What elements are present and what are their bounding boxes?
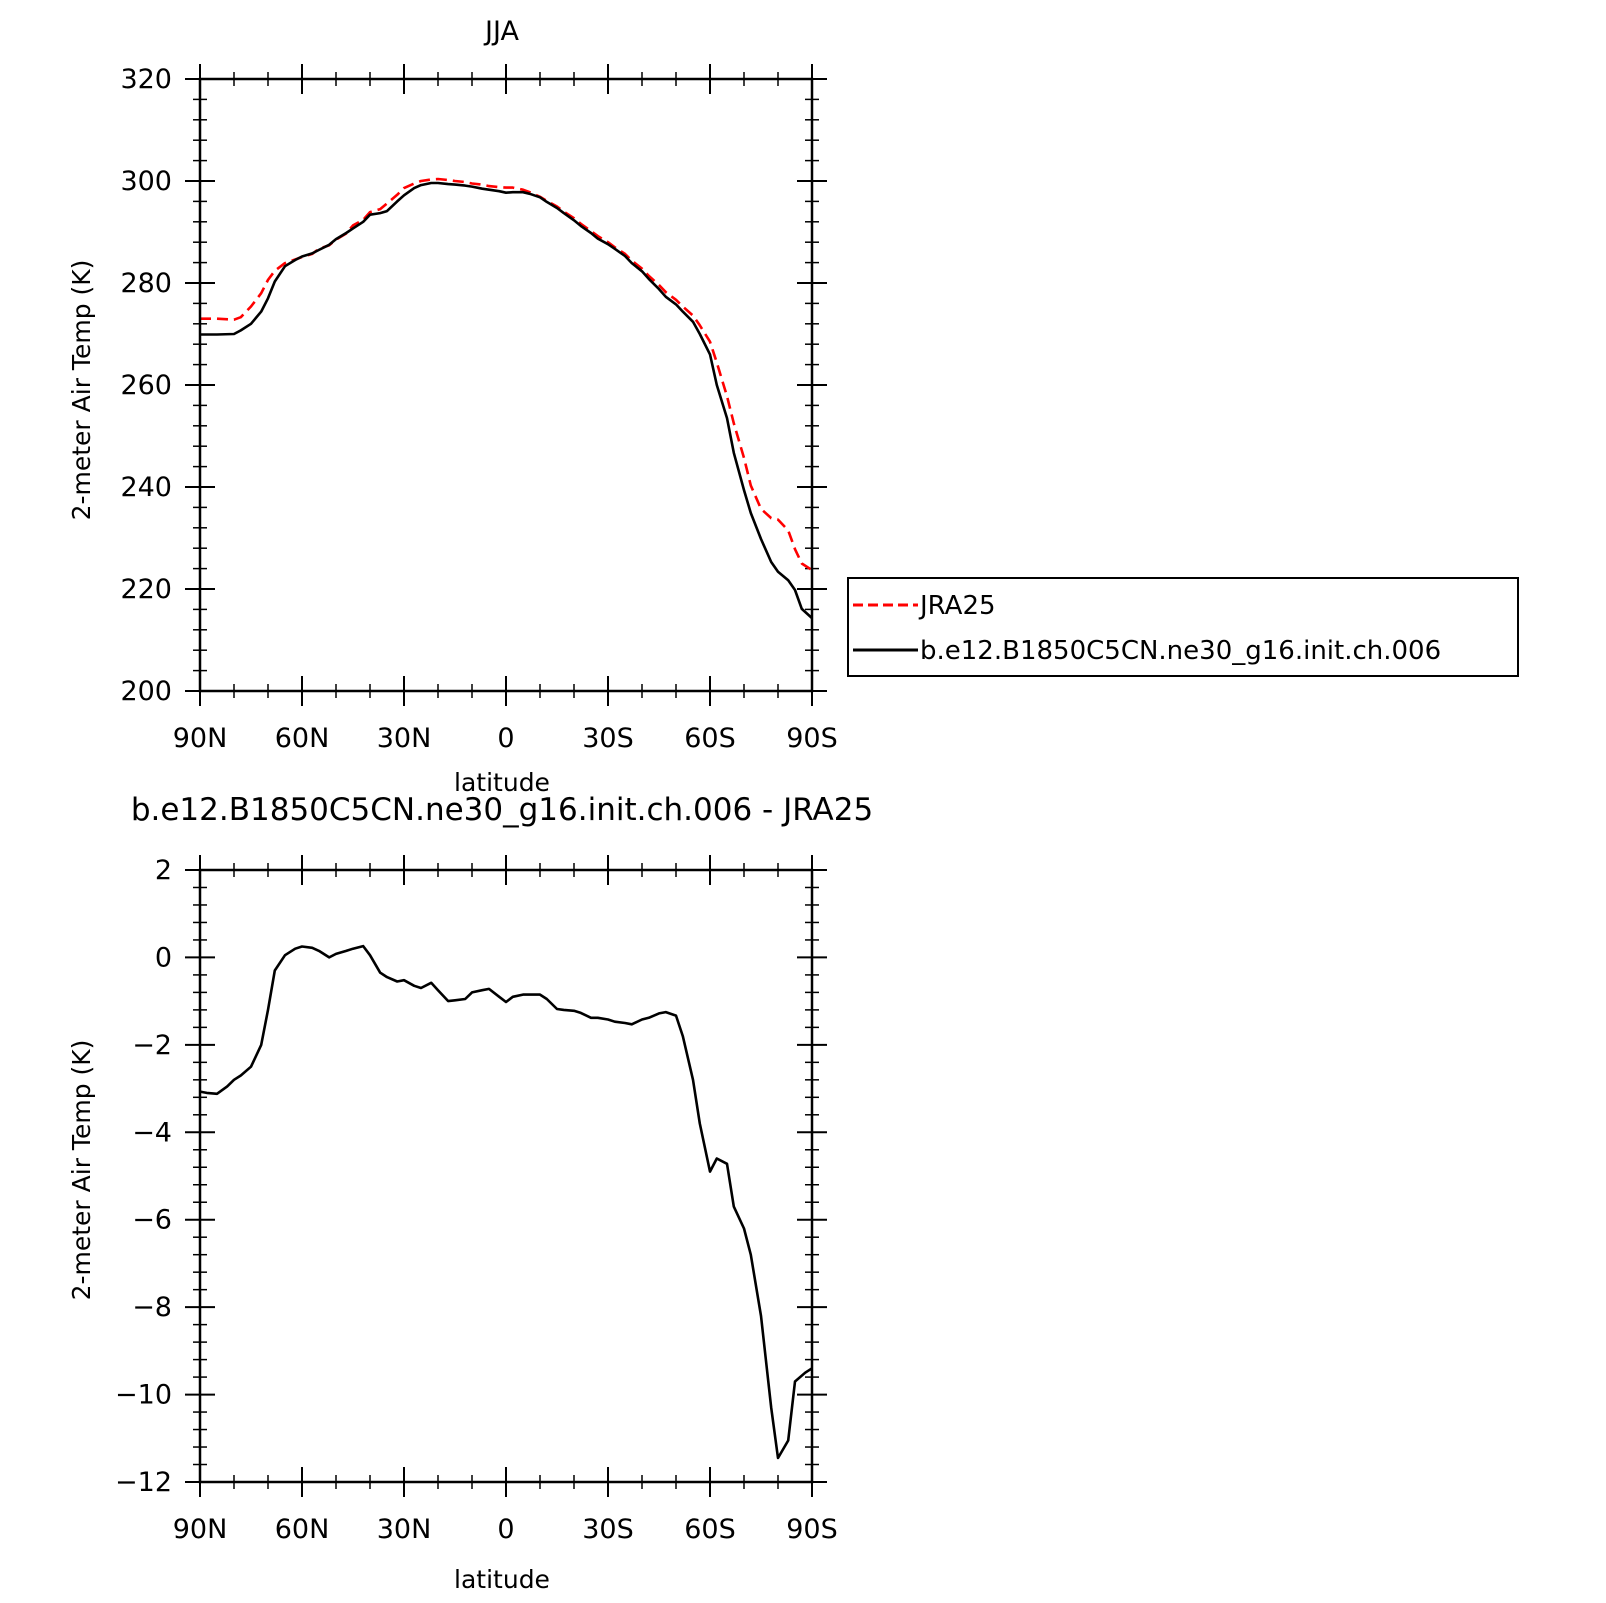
axis-ticks: [185, 64, 827, 706]
y-tick-label: 2: [155, 855, 172, 886]
x-axis-label: latitude: [454, 1565, 550, 1594]
x-tick-labels: 90N 60N 30N 0 30S 60S 90S: [173, 1514, 838, 1545]
y-tick-label: −6: [132, 1205, 172, 1236]
y-tick-label: 280: [120, 268, 172, 299]
y-axis-label: 2-meter Air Temp (K): [67, 260, 96, 521]
y-tick-label: 300: [120, 166, 172, 197]
y-tick-labels: 200 220 240 260 280 300 320: [120, 64, 172, 707]
x-tick-label: 30N: [377, 1514, 432, 1545]
series-lines: [199, 944, 813, 1460]
y-tick-label: −4: [132, 1117, 172, 1148]
x-tick-labels: 90N 60N 30N 0 30S 60S 90S: [173, 723, 838, 754]
x-tick-label: 0: [497, 723, 514, 754]
series-line-0: [200, 177, 813, 572]
y-tick-label: 200: [120, 676, 172, 707]
x-tick-label: 60S: [684, 723, 736, 754]
x-tick-label: 30S: [582, 1514, 634, 1545]
chart-title: b.e12.B1850C5CN.ne30_g16.init.ch.006 - J…: [131, 792, 873, 828]
plot-frame: [198, 868, 814, 1484]
axis-ticks: [185, 855, 827, 1497]
x-tick-label: 30N: [377, 723, 432, 754]
x-tick-label: 30S: [582, 723, 634, 754]
y-tick-label: 240: [120, 472, 172, 503]
legend-label-jra25: JRA25: [918, 591, 996, 621]
chart-title: JJA: [483, 16, 519, 47]
x-tick-label: 90N: [173, 1514, 228, 1545]
x-tick-label: 90S: [786, 723, 838, 754]
series-lines: [200, 177, 813, 620]
y-tick-label: 320: [120, 64, 172, 95]
legend-label-model: b.e12.B1850C5CN.ne30_g16.init.ch.006: [920, 636, 1441, 666]
plot-frame: [198, 77, 814, 693]
y-tick-label: 0: [155, 942, 172, 973]
bottom-chart: b.e12.B1850C5CN.ne30_g16.init.ch.006 - J…: [67, 792, 873, 1594]
x-tick-label: 60N: [275, 723, 330, 754]
y-tick-label: 260: [120, 370, 172, 401]
y-tick-label: −12: [115, 1467, 172, 1498]
y-tick-labels: −12 −10 −8 −6 −4 −2 0 2: [115, 855, 172, 1498]
x-axis-label: latitude: [454, 768, 550, 797]
x-tick-label: 0: [497, 1514, 514, 1545]
y-tick-label: 220: [120, 574, 172, 605]
y-tick-label: −10: [115, 1380, 172, 1411]
x-tick-label: 90S: [786, 1514, 838, 1545]
y-axis-label: 2-meter Air Temp (K): [67, 1040, 96, 1301]
series-line-1: [200, 181, 813, 620]
legend: JRA25 b.e12.B1850C5CN.ne30_g16.init.ch.0…: [847, 577, 1519, 677]
x-tick-label: 90N: [173, 723, 228, 754]
y-tick-label: −2: [132, 1030, 172, 1061]
top-chart: JJA 200 220 240 260 280 300 320 90N 60N 30N 0 30S 6…: [67, 16, 1519, 797]
y-tick-label: −8: [132, 1292, 172, 1323]
series-line-0: [199, 944, 813, 1460]
x-tick-label: 60S: [684, 1514, 736, 1545]
x-tick-label: 60N: [275, 1514, 330, 1545]
legend-box: [847, 577, 1519, 677]
